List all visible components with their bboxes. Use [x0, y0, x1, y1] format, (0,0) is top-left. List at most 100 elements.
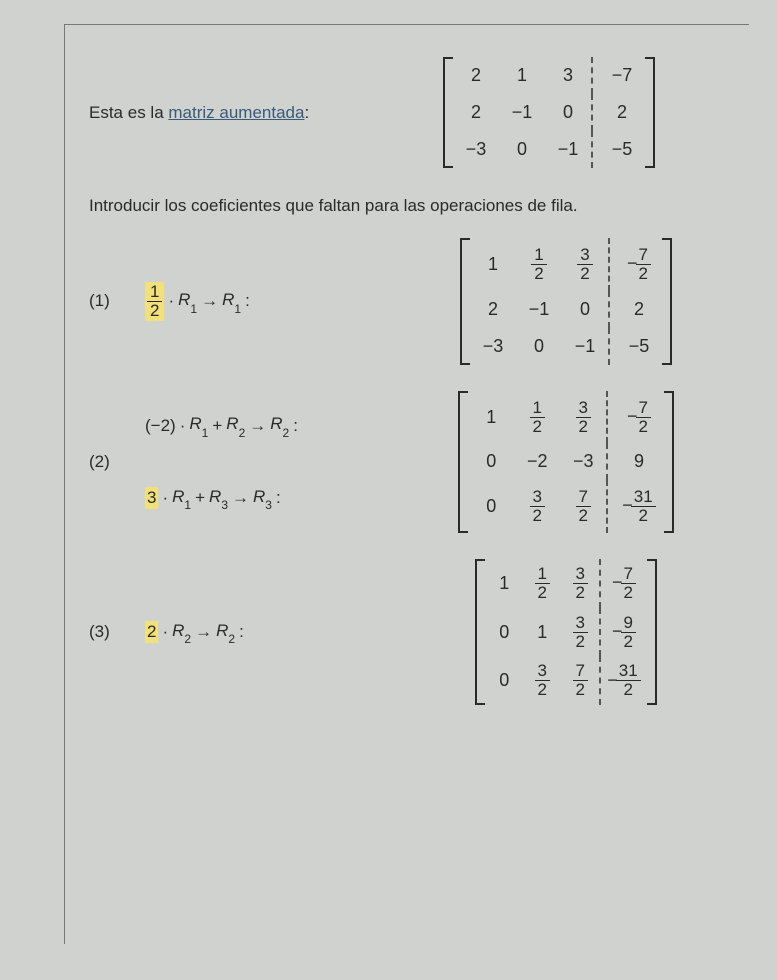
step-1-ops: 1 2 · R1 → R1 : [145, 282, 403, 321]
table-row: −3 0 −1 −5 [470, 328, 662, 365]
denominator: 2 [147, 302, 162, 320]
matrix-2-table: 1 12 32 −72 0 −2 −3 9 0 32 72 [468, 391, 663, 533]
bracket-right [645, 57, 655, 168]
step-1: (1) 1 2 · R1 → R1 : [89, 238, 729, 365]
table-row: 0 −2 −3 9 [468, 443, 663, 480]
cell: 1 [468, 391, 514, 444]
var-R: R2 [216, 621, 235, 643]
colon: : [276, 488, 281, 508]
cell: −5 [592, 131, 645, 168]
cell: 0 [562, 291, 609, 328]
cell: −1 [562, 328, 609, 365]
table-row: 0 32 72 −312 [485, 656, 646, 705]
bracket-right [664, 391, 674, 533]
cell: −5 [609, 328, 662, 365]
op-2a: (−2) · R1 + R2 → R2 : [145, 414, 298, 436]
cell: 72 [560, 480, 607, 533]
dot: · [162, 488, 168, 508]
table-row: −3 0 −1 −5 [453, 131, 645, 168]
step-3: (3) 2 · R2 → R2 : 1 12 32 −72 [89, 559, 729, 705]
numerator: 1 [147, 283, 162, 301]
cell: −72 [609, 238, 662, 291]
cell: 32 [523, 656, 561, 705]
cell: 1 [499, 57, 545, 94]
matrix-2-wrap: 1 12 32 −72 0 −2 −3 9 0 32 72 [403, 391, 729, 533]
bracket-left [458, 391, 468, 533]
matrix-1-wrap: 1 12 32 −72 2 −1 0 2 −3 0 −1 [403, 238, 729, 365]
dot: · [168, 291, 174, 311]
bracket-left [443, 57, 453, 168]
matrix-1: 1 12 32 −72 2 −1 0 2 −3 0 −1 [460, 238, 672, 365]
table-row: 1 12 32 −72 [485, 559, 646, 608]
table-row: 2 −1 0 2 [470, 291, 662, 328]
plus: + [212, 416, 222, 436]
cell: 0 [485, 608, 523, 657]
matrix-2: 1 12 32 −72 0 −2 −3 9 0 32 72 [458, 391, 673, 533]
step-3-ops: 2 · R2 → R2 : [145, 621, 403, 643]
op-3: 2 · R2 → R2 : [145, 621, 244, 643]
cell: 1 [485, 559, 523, 608]
var-R: R1 [222, 290, 241, 312]
cell: −1 [516, 291, 562, 328]
var-R: R2 [270, 414, 289, 436]
arrow-icon: → [201, 291, 218, 311]
cell: −7 [592, 57, 645, 94]
cell: 2 [592, 94, 645, 131]
answer-input-3[interactable]: 2 [145, 621, 158, 643]
matrix-1-table: 1 12 32 −72 2 −1 0 2 −3 0 −1 [470, 238, 662, 365]
step-2-ops: (−2) · R1 + R2 → R2 : 3 · R1 + R3 → R3 : [145, 414, 403, 509]
var-R: R3 [209, 487, 228, 509]
dot: · [162, 622, 168, 642]
cell: −312 [600, 656, 646, 705]
cell: 2 [609, 291, 662, 328]
table-row: 2 −1 0 2 [453, 94, 645, 131]
cell: 32 [560, 391, 607, 444]
table-row: 1 12 32 −72 [468, 391, 663, 444]
cell: −72 [607, 391, 663, 444]
dot: · [180, 416, 186, 436]
bracket-left [475, 559, 485, 705]
cell: −2 [514, 443, 560, 480]
colon: : [293, 416, 298, 436]
cell: 0 [516, 328, 562, 365]
bracket-left [460, 238, 470, 365]
cell: 32 [561, 608, 600, 657]
plus: + [195, 488, 205, 508]
cell: −92 [600, 608, 646, 657]
cell: 32 [562, 238, 609, 291]
cell: −3 [453, 131, 499, 168]
answer-input-1[interactable]: 1 2 [145, 282, 164, 321]
cell: 32 [561, 559, 600, 608]
cell: −3 [560, 443, 607, 480]
var-R: R1 [189, 414, 208, 436]
matrix-0: 2 1 3 −7 2 −1 0 2 −3 0 −1 [443, 57, 655, 168]
cell: −1 [545, 131, 592, 168]
step-number: (1) [89, 291, 145, 311]
matrix-3-table: 1 12 32 −72 0 1 32 −92 0 32 72 [485, 559, 646, 705]
table-row: 0 32 72 −312 [468, 480, 663, 533]
augmented-matrix-link[interactable]: matriz aumentada [168, 103, 304, 122]
cell: 0 [468, 480, 514, 533]
cell: 3 [545, 57, 592, 94]
subheading: Introducir los coeficientes que faltan p… [89, 196, 729, 216]
step-number: (3) [89, 622, 145, 642]
answer-input-2[interactable]: 3 [145, 487, 158, 509]
op-2b: 3 · R1 + R3 → R3 : [145, 487, 281, 509]
cell: 0 [545, 94, 592, 131]
matrix-0-table: 2 1 3 −7 2 −1 0 2 −3 0 −1 [453, 57, 645, 168]
matrix-3: 1 12 32 −72 0 1 32 −92 0 32 72 [475, 559, 656, 705]
cell: 2 [470, 291, 516, 328]
cell: −72 [600, 559, 646, 608]
var-R: R2 [172, 621, 191, 643]
cell: 2 [453, 57, 499, 94]
bracket-right [647, 559, 657, 705]
cell: 72 [561, 656, 600, 705]
cell: 12 [516, 238, 562, 291]
var-R: R3 [253, 487, 272, 509]
colon: : [245, 291, 250, 311]
cell: 1 [470, 238, 516, 291]
bracket-right [662, 238, 672, 365]
cell: 0 [485, 656, 523, 705]
cell: −1 [499, 94, 545, 131]
cell: −312 [607, 480, 663, 533]
